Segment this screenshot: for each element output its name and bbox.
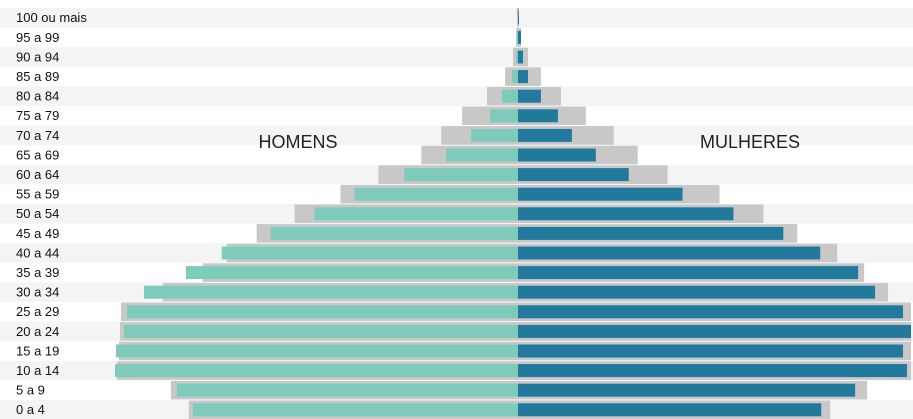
bar xyxy=(518,403,822,417)
category-label: 100 ou mais xyxy=(16,10,87,25)
category-label: 0 a 4 xyxy=(16,402,45,417)
bar xyxy=(518,344,904,358)
bar xyxy=(518,246,821,260)
bar xyxy=(124,324,518,338)
category-label: 70 a 74 xyxy=(16,128,59,143)
category-label: 30 a 34 xyxy=(16,285,59,300)
reference-bar xyxy=(513,47,518,67)
bar xyxy=(518,148,596,162)
bar xyxy=(176,383,518,397)
category-label: 15 a 19 xyxy=(16,343,59,358)
bar xyxy=(518,11,519,25)
bar xyxy=(471,128,518,142)
bar xyxy=(518,324,912,338)
bar xyxy=(518,128,572,142)
bar xyxy=(518,70,528,84)
category-label: 50 a 54 xyxy=(16,206,59,221)
category-label: 75 a 79 xyxy=(16,108,59,123)
bar xyxy=(490,109,518,123)
bar xyxy=(115,364,519,378)
men-label: HOMENS xyxy=(258,132,337,152)
category-label: 20 a 24 xyxy=(16,324,59,339)
category-label: 35 a 39 xyxy=(16,265,59,280)
bar xyxy=(518,285,876,299)
bar xyxy=(512,70,518,84)
category-label: 95 a 99 xyxy=(16,30,59,45)
category-label: 80 a 84 xyxy=(16,89,59,104)
bar xyxy=(221,246,518,260)
bar xyxy=(518,207,734,221)
bar xyxy=(192,403,518,417)
category-label: 60 a 64 xyxy=(16,167,59,182)
bar xyxy=(517,30,518,44)
bar xyxy=(116,344,518,358)
row-stripe xyxy=(0,86,913,106)
bar xyxy=(126,305,519,319)
bar xyxy=(314,207,518,221)
women-label: MULHERES xyxy=(700,132,800,152)
bar xyxy=(518,226,784,240)
bar xyxy=(518,89,541,103)
bar xyxy=(354,187,518,201)
bar xyxy=(518,187,683,201)
reference-bar xyxy=(517,8,518,28)
category-label: 55 a 59 xyxy=(16,187,59,202)
bar xyxy=(518,50,523,64)
bar xyxy=(518,109,558,123)
bar xyxy=(518,364,908,378)
category-label: 5 a 9 xyxy=(16,383,45,398)
category-label: 25 a 29 xyxy=(16,304,59,319)
category-label: 10 a 14 xyxy=(16,363,59,378)
category-label: 65 a 69 xyxy=(16,147,59,162)
bar xyxy=(404,168,518,182)
bar xyxy=(270,226,518,240)
bar xyxy=(502,89,518,103)
bar xyxy=(518,305,904,319)
bar xyxy=(518,383,856,397)
bar xyxy=(518,266,859,280)
category-label: 85 a 89 xyxy=(16,69,59,84)
bar xyxy=(518,168,629,182)
bar xyxy=(143,285,518,299)
bar xyxy=(446,148,518,162)
bar xyxy=(185,266,519,280)
bar xyxy=(516,50,518,64)
row-stripe xyxy=(0,47,913,67)
category-label: 40 a 44 xyxy=(16,245,59,260)
category-label: 90 a 94 xyxy=(16,49,59,64)
bar xyxy=(518,30,521,44)
row-stripe xyxy=(0,8,913,28)
category-label: 45 a 49 xyxy=(16,226,59,241)
